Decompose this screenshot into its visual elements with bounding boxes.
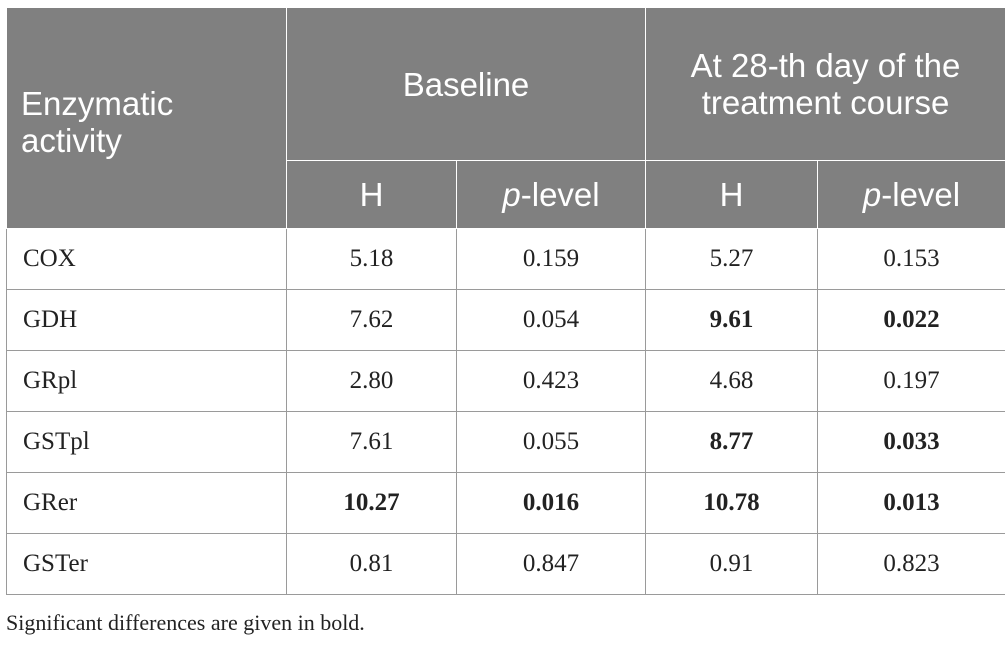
- baseline-header: Baseline: [286, 7, 646, 161]
- p-day28: 0.033: [816, 411, 1005, 473]
- enzyme-name: GRer: [6, 472, 287, 534]
- enzyme-name: GDH: [6, 289, 287, 351]
- h-baseline: 0.81: [286, 533, 457, 595]
- enzyme-name: COX: [6, 228, 287, 290]
- p-baseline: 0.423: [456, 350, 646, 412]
- h-header-baseline: H: [286, 160, 457, 229]
- results-table: Enzymatic activity Baseline At 28-th day…: [6, 7, 1005, 595]
- p-level-header-day28: p-level: [816, 160, 1005, 229]
- p-baseline: 0.847: [456, 533, 646, 595]
- table-row: COX 5.18 0.159 5.27 0.153: [6, 228, 1005, 290]
- p-day28: 0.197: [816, 350, 1005, 412]
- enzyme-name: GSTpl: [6, 411, 287, 473]
- p-baseline: 0.054: [456, 289, 646, 351]
- table-row: GRpl 2.80 0.423 4.68 0.197: [6, 350, 1005, 412]
- h-day28: 4.68: [645, 350, 818, 412]
- h-baseline: 5.18: [286, 228, 457, 290]
- day28-header: At 28-th day of the treatment course: [644, 7, 1005, 161]
- p-baseline: 0.055: [456, 411, 646, 473]
- p-day28: 0.022: [816, 289, 1005, 351]
- h-baseline: 7.61: [286, 411, 457, 473]
- h-day28: 5.27: [645, 228, 818, 290]
- h-header-day28: H: [645, 160, 818, 229]
- h-day28: 9.61: [645, 289, 818, 351]
- h-baseline: 10.27: [286, 472, 457, 534]
- p-day28: 0.823: [816, 533, 1005, 595]
- p-baseline: 0.159: [456, 228, 646, 290]
- p-level-header-baseline: p-level: [456, 160, 646, 229]
- h-day28: 10.78: [645, 472, 818, 534]
- p-baseline: 0.016: [456, 472, 646, 534]
- h-day28: 0.91: [645, 533, 818, 595]
- p-day28: 0.013: [816, 472, 1005, 534]
- table-row: GSTer 0.81 0.847 0.91 0.823: [6, 533, 1005, 595]
- table-row: GSTpl 7.61 0.055 8.77 0.033: [6, 411, 1005, 473]
- h-day28: 8.77: [645, 411, 818, 473]
- table-row: GRer 10.27 0.016 10.78 0.013: [6, 472, 1005, 534]
- enzyme-name: GSTer: [6, 533, 287, 595]
- enzyme-name: GRpl: [6, 350, 287, 412]
- table-footnote: Significant differences are given in bol…: [6, 610, 365, 635]
- h-baseline: 7.62: [286, 289, 457, 351]
- p-day28: 0.153: [816, 228, 1005, 290]
- table-row: GDH 7.62 0.054 9.61 0.022: [6, 289, 1005, 351]
- h-baseline: 2.80: [286, 350, 457, 412]
- row-label-header: Enzymatic activity: [6, 7, 287, 229]
